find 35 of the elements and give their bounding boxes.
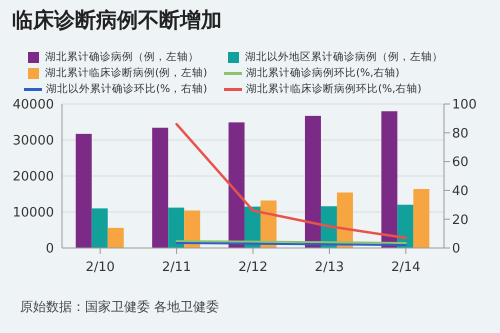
- x-tick-label: 2/13: [314, 260, 344, 276]
- bar: [152, 128, 168, 248]
- bar: [228, 122, 245, 248]
- y-tick-label: 20000: [12, 170, 54, 185]
- y-tick-label: 40000: [12, 98, 54, 113]
- legend-label: 湖北累计确诊病例环比(%,右轴): [246, 66, 400, 80]
- legend-label: 湖北累计临床诊断病例(例，左轴): [45, 66, 208, 80]
- bar: [413, 188, 430, 248]
- bar: [108, 228, 124, 248]
- y-tick-label: 30000: [12, 134, 54, 149]
- legend-label: 湖北累计确诊病例（例，左轴）: [45, 50, 199, 64]
- y2-tick-label: 20: [452, 212, 469, 228]
- legend-label: 湖北累计临床诊断病例环比(%,右轴): [246, 82, 422, 96]
- y2-tick-label: 60: [452, 155, 469, 170]
- y2-tick-label: 100: [452, 98, 477, 113]
- text: 原始数据：国家卫健委 各地卫健委: [20, 299, 220, 316]
- bar: [304, 116, 321, 248]
- y2-tick-label: 80: [452, 126, 469, 142]
- x-tick-label: 2/11: [162, 260, 192, 276]
- legend-label: 湖北以外地区累计确诊病例（例，左轴）: [245, 50, 443, 64]
- bar: [92, 208, 108, 248]
- y2-tick-label: 40: [452, 184, 469, 200]
- x-tick-label: 2/10: [86, 260, 115, 276]
- y-tick-label: 0: [46, 242, 54, 257]
- bar: [76, 134, 92, 248]
- bar: [381, 111, 398, 248]
- line-series: [175, 122, 408, 240]
- bar: [397, 204, 414, 248]
- legend-label: 湖北以外累计确诊环比(%，右轴): [46, 82, 208, 96]
- x-tick-label: 2/14: [391, 260, 420, 276]
- y-tick-label: 10000: [12, 206, 54, 221]
- bar: [168, 208, 184, 248]
- y2-tick-label: 0: [452, 242, 460, 257]
- x-tick-label: 2/12: [238, 260, 268, 276]
- chart-title: 临床诊断病例不断增加: [12, 7, 222, 34]
